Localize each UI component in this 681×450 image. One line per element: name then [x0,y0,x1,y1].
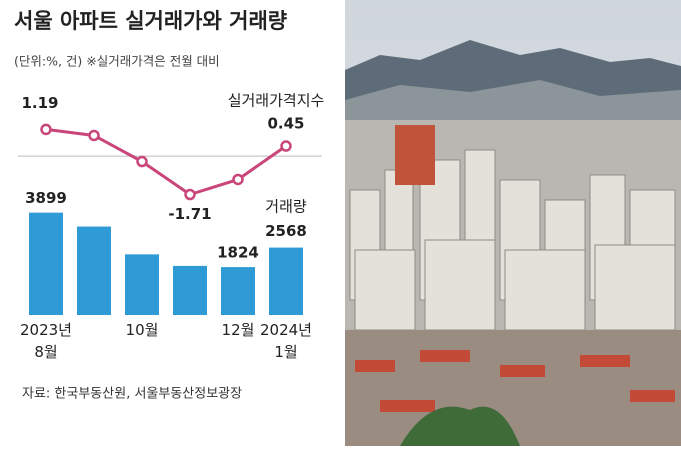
line [45,127,287,197]
x-tick-label: 12월 [222,321,255,339]
line-point [232,173,244,186]
bar [125,254,159,315]
line-point [40,123,52,136]
bar [77,226,111,315]
line-value-label: -1.71 [168,205,211,223]
bar [269,247,303,315]
line-point [136,155,148,168]
line-value-label: 0.45 [267,115,304,133]
bar-value-label: 3899 [25,189,67,207]
line-point [280,140,292,152]
bar-value-label: 1824 [217,244,259,262]
x-tick-label: 10월 [126,321,159,339]
photo [345,0,681,446]
line-point [88,129,100,142]
series-label: 실거래가격지수 [228,92,325,110]
x-tick-label: 2024년 1월 [260,321,312,361]
bar [221,267,255,315]
series-label: 거래량 [265,198,307,216]
line-value-label: 1.19 [21,94,58,112]
bar-value-label: 2568 [265,222,307,240]
bar [29,212,63,315]
bar [173,265,207,315]
source: 자료: 한국부동산원, 서울부동산정보광장 [22,387,242,402]
x-tick-label: 2023년 8월 [20,321,72,361]
line-point [184,188,196,201]
chart-subtitle: (단위:%, 건) ※실거래가격은 전월 대비 [14,54,220,69]
chart-title: 서울 아파트 실거래가와 거래량 [14,9,287,33]
